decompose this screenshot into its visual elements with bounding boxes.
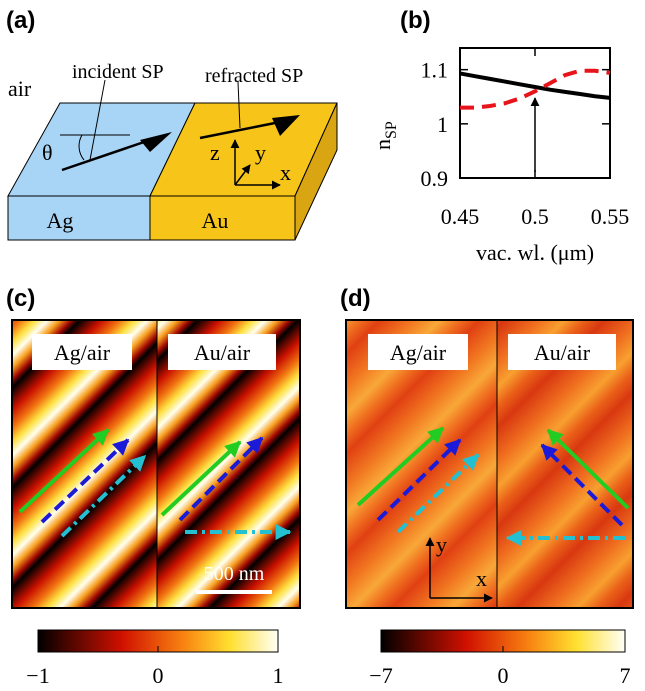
region-label: Au/air [534,340,591,365]
series-line [460,73,610,97]
axis-label: x [280,160,291,185]
refracted-label: refracted SP [205,65,303,87]
y-axis-label: nSP [370,121,400,150]
axis-label: z [210,140,220,165]
incident-label: incident SP [72,61,164,83]
colorbar-tick-label: −7 [369,663,392,688]
x-tick-label: 0.45 [441,204,480,229]
x-tick-label: 0.5 [521,204,549,229]
axis-label: x [476,566,487,591]
x-axis-label: vac. wl. (μm) [476,240,594,265]
axis-label: y [436,532,447,557]
figure: (a) air incident SP refracted SP θ z y x… [0,0,645,691]
panel-label: (b) [400,7,431,34]
region-label: Au/air [194,340,251,365]
metal-label: Au [202,208,229,233]
scale-label: 500 nm [204,563,265,585]
colorbar-tick-label: 7 [620,663,631,688]
panel-label: (c) [6,285,35,312]
y-tick-label: 1 [437,112,448,137]
x-tick-label: 0.55 [591,204,630,229]
y-axis-label-main: n [370,139,395,150]
chart: (b) nSP vac. wl. (μm) 0.9 1 1.1 0.45 0.5 0.55 [370,7,629,265]
y-tick-label: 0.9 [421,166,449,191]
y-tick-label: 1.1 [421,58,449,83]
panel-label: (a) [6,7,35,34]
colorbar-tick-label: −1 [26,663,49,688]
axis-label: y [255,140,266,165]
y-axis-label-sub: SP [383,121,400,139]
ag-front [8,196,150,240]
panel-label: (d) [340,285,371,312]
medium-label: air [8,76,32,101]
colorbar-tick-label: 0 [153,663,164,688]
colorbar-tick-label: 1 [273,663,284,688]
metal-label: Ag [47,208,74,233]
colorbar-tick-label: 0 [498,663,509,688]
region-label: Ag/air [54,340,111,365]
angle-label: θ [42,140,53,165]
region-label: Ag/air [390,340,447,365]
